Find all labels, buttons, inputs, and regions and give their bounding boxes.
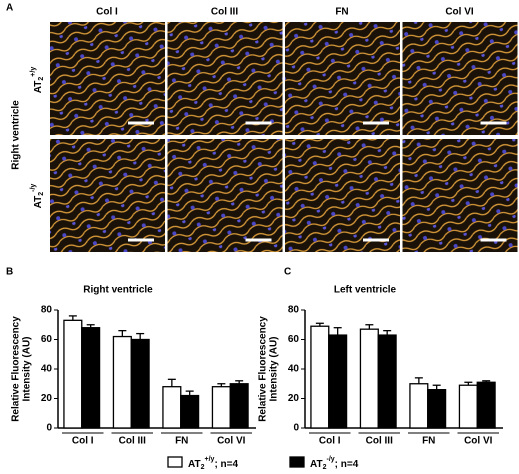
micrograph [285,22,400,135]
bar [211,386,231,429]
x-tick-label: FN [422,436,435,447]
bar [63,319,83,429]
bar [427,388,447,429]
y-tick-label: 80 [41,305,53,316]
x-tick-label: Col III [366,436,393,447]
sup: +/y [205,456,215,463]
chart-title: Right ventricle [83,285,153,296]
bar [310,325,330,429]
bar [112,335,132,429]
chart-title: Left ventricle [334,285,397,296]
bar [162,386,182,429]
bar [377,334,397,429]
y-label: Relative Fluorescency [11,316,22,422]
x-tick-label: Col I [72,436,94,447]
bar [409,383,429,429]
sub: 2 [323,464,327,471]
bar [229,383,249,429]
side-label: Right ventricle [11,100,22,170]
bar [81,327,101,429]
y-tick-label: 40 [41,364,53,375]
y-label: Intensity (AU) [269,337,280,402]
base: AT [33,81,44,94]
panel-label: C [284,267,291,278]
legend-swatch [167,456,183,468]
base: AT [188,459,201,470]
bar [130,338,150,429]
column-label: Col III [211,7,238,18]
y-tick-label: 80 [288,305,300,316]
base: AT [33,196,44,209]
micrograph [167,22,283,135]
label: AT2-/y; n=4 [310,456,359,471]
x-tick-label: Col III [119,436,146,447]
rest: ; n=4 [214,459,238,470]
sub: 2 [38,192,45,196]
micrograph [50,22,165,135]
rest: ; n=4 [335,459,359,470]
micrograph [285,139,400,252]
sup: -/y [30,184,37,192]
micrograph [402,22,518,135]
y-label: Intensity (AU) [22,337,33,402]
x-tick-label: Col VI [464,436,493,447]
x-tick-label: Col I [319,436,341,447]
y-tick-label: 20 [288,393,300,404]
y-tick-label: 0 [293,423,299,434]
label: AT2+/y; n=4 [188,456,238,471]
bar [359,328,379,429]
column-label: Col I [96,7,118,18]
micrographs [50,22,518,252]
label: AT2-/y [30,184,45,209]
panel-label: A [6,3,13,14]
panel-label: B [6,267,13,278]
y-label: Relative Fluorescency [258,316,269,422]
sup: +/y [30,67,37,77]
bar [476,381,496,429]
y-tick-label: 40 [288,364,300,375]
bar [328,334,348,429]
label: AT2+/y [30,67,45,94]
micrograph [167,139,283,252]
column-label: FN [335,7,348,18]
y-tick-label: 60 [41,334,53,345]
x-tick-label: FN [175,436,188,447]
legend-swatch [289,456,305,468]
x-tick-label: Col VI [217,436,246,447]
base: AT [310,459,323,470]
bar [180,394,200,429]
y-tick-label: 60 [288,334,300,345]
sub: 2 [38,77,45,81]
y-tick-label: 20 [41,393,53,404]
column-label: Col VI [445,7,474,18]
bar [458,384,478,429]
sub: 2 [201,464,205,471]
y-tick-label: 0 [46,423,52,434]
micrograph [50,139,165,252]
micrograph [402,139,518,252]
sup: -/y [327,456,335,463]
